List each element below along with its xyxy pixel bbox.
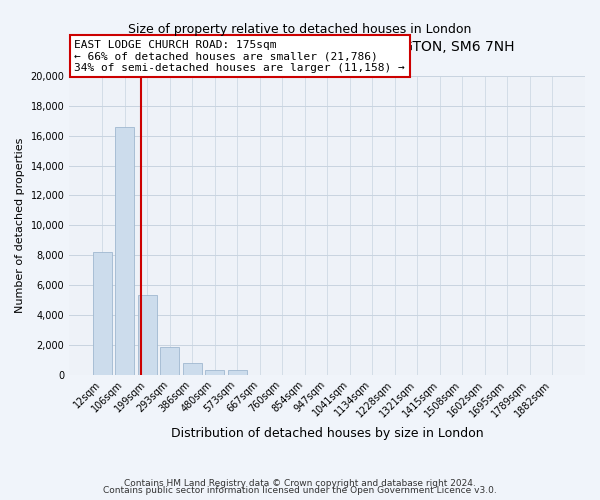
Text: Contains HM Land Registry data © Crown copyright and database right 2024.: Contains HM Land Registry data © Crown c… [124, 478, 476, 488]
Bar [182, 362, 202, 374]
Bar [160, 347, 179, 374]
Y-axis label: Number of detached properties: Number of detached properties [15, 138, 25, 313]
Bar [205, 370, 224, 374]
Text: Size of property relative to detached houses in London: Size of property relative to detached ho… [128, 22, 472, 36]
Bar [93, 252, 112, 374]
Title: EAST LODGE, CHURCH ROAD, WALLINGTON, SM6 7NH: EAST LODGE, CHURCH ROAD, WALLINGTON, SM6… [140, 40, 514, 54]
X-axis label: Distribution of detached houses by size in London: Distribution of detached houses by size … [171, 427, 484, 440]
Text: Contains public sector information licensed under the Open Government Licence v3: Contains public sector information licen… [103, 486, 497, 495]
Bar [138, 296, 157, 374]
Bar [115, 127, 134, 374]
Text: EAST LODGE CHURCH ROAD: 175sqm
← 66% of detached houses are smaller (21,786)
34%: EAST LODGE CHURCH ROAD: 175sqm ← 66% of … [74, 40, 405, 73]
Bar [227, 370, 247, 374]
